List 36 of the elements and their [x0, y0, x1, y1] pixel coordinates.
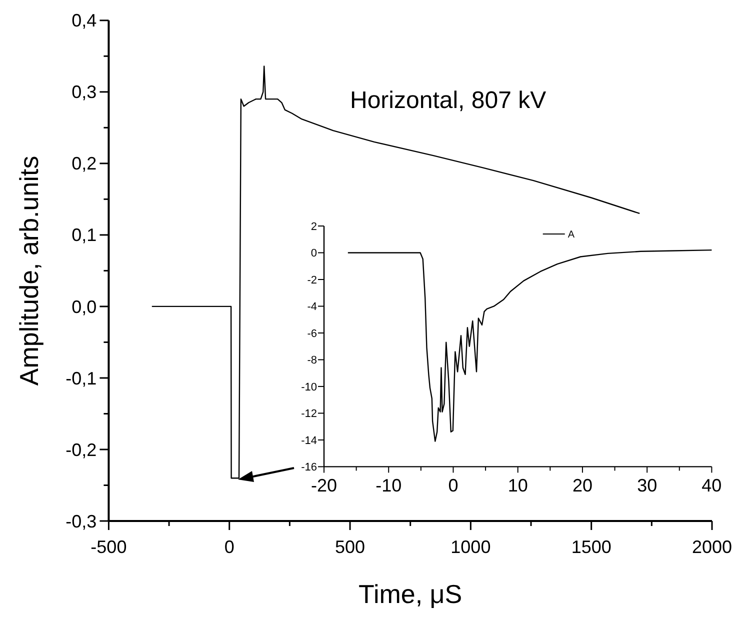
x-tick-label: 0: [448, 476, 458, 496]
y-tick-label: -8: [307, 354, 317, 367]
x-tick-label: -500: [90, 537, 127, 557]
x-tick-label: 1000: [450, 537, 491, 557]
y-tick-label: 0,0: [72, 296, 97, 317]
y-tick-label: -4: [307, 301, 317, 314]
y-tick-label: 0,3: [72, 82, 97, 102]
x-tick-label: -10: [376, 476, 402, 496]
y-tick-label: -0,2: [66, 440, 97, 460]
y-axis-title: Amplitude, arb.units: [14, 156, 44, 386]
y-tick-label: 0,1: [72, 225, 97, 246]
x-tick-label: 2000: [692, 537, 732, 557]
y-tick-label: -12: [301, 408, 317, 420]
y-tick-label: -6: [307, 328, 317, 340]
x-tick-label: -20: [310, 476, 338, 496]
x-tick-label: 20: [572, 476, 592, 496]
y-tick-label: -2: [307, 274, 317, 286]
legend-label: A: [568, 230, 575, 240]
x-axis-title: Time, μS: [358, 579, 462, 609]
y-tick-label: 0,4: [72, 10, 97, 31]
y-tick-label: 0: [310, 248, 317, 260]
annotation: Horizontal, 807 kV: [350, 87, 546, 114]
x-tick-label: 10: [508, 476, 528, 496]
y-tick-label: -10: [301, 381, 317, 394]
x-tick-label: 500: [334, 537, 366, 557]
y-tick-label: 0,2: [72, 154, 97, 174]
x-tick-label: 40: [702, 476, 722, 496]
y-tick-label: -16: [301, 462, 317, 474]
y-tick-label: 2: [310, 220, 317, 233]
y-tick-label: -0,3: [66, 511, 97, 532]
x-tick-label: 0: [224, 537, 234, 557]
y-tick-label: -0,1: [66, 368, 97, 388]
line-series: [347, 249, 712, 442]
x-tick-label: 30: [637, 476, 658, 496]
y-tick-label: -14: [301, 434, 317, 447]
x-tick-label: 1500: [571, 537, 612, 557]
